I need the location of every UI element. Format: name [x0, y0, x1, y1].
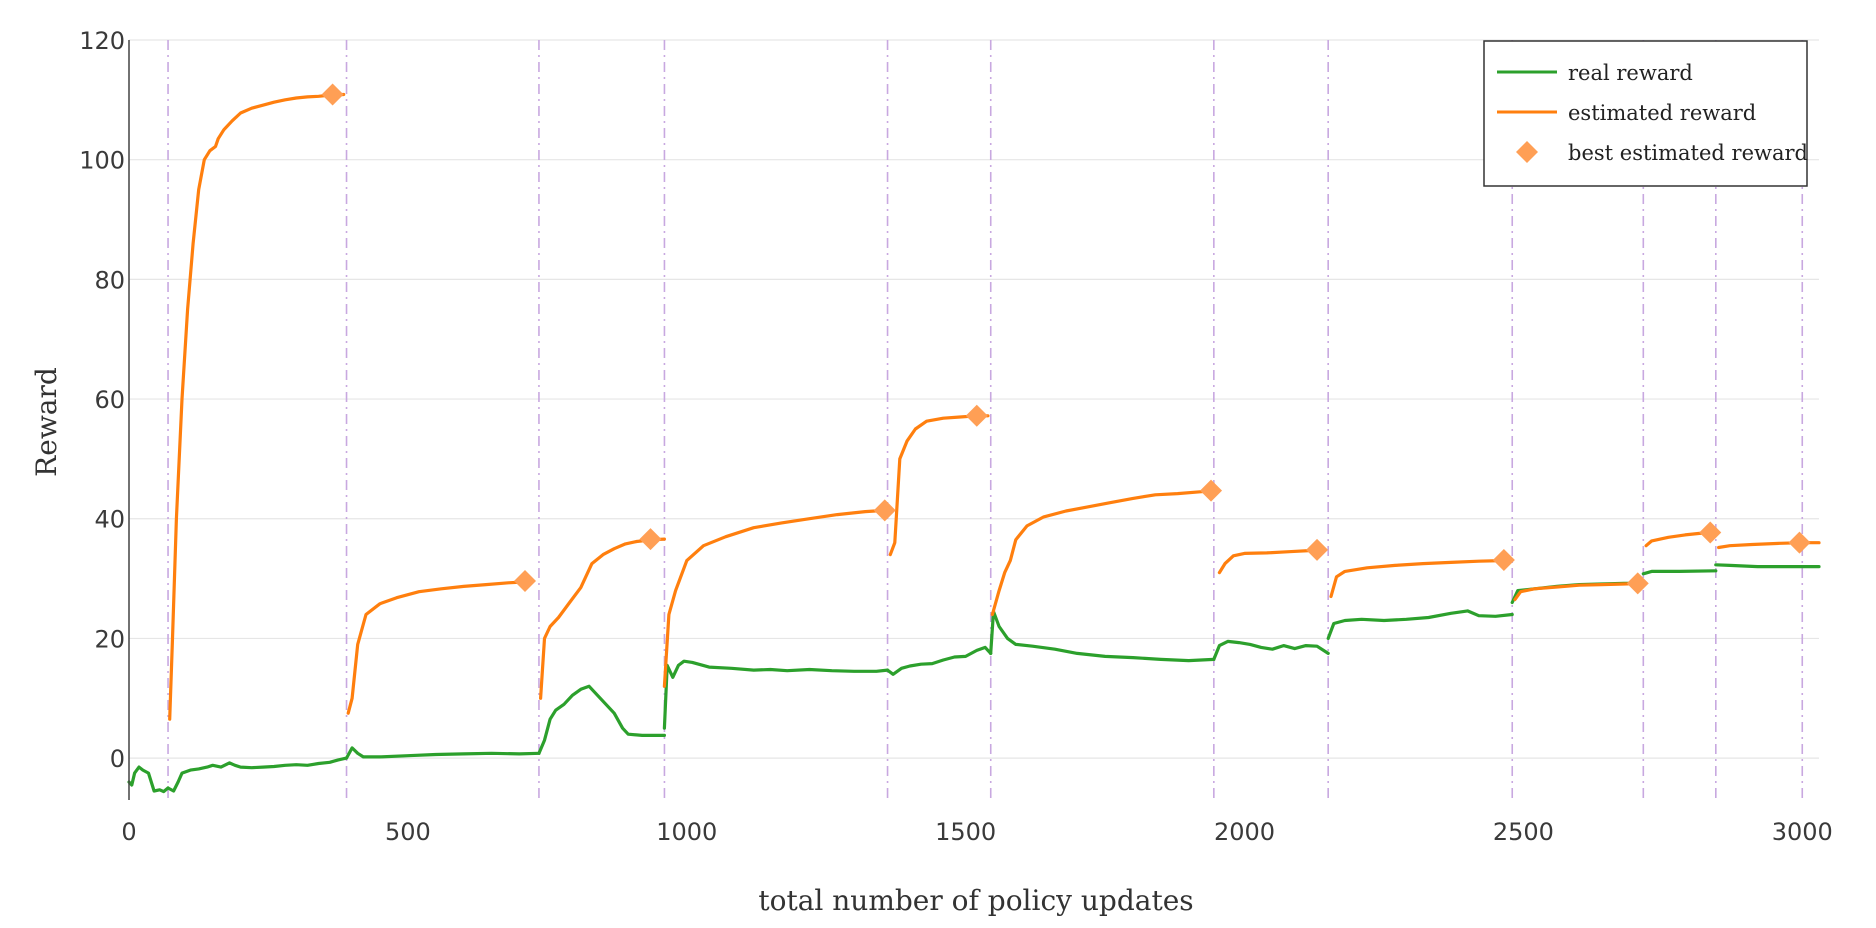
best-estimated-marker	[639, 528, 662, 551]
x-tick-label: 3000	[1772, 818, 1833, 846]
best-estimated-marker	[1626, 572, 1649, 595]
estimated-reward-line	[1513, 581, 1643, 602]
best-estimated-marker	[1492, 549, 1515, 572]
legend: real reward estimated reward best estima…	[1483, 40, 1808, 187]
y-tick-label: 20	[94, 625, 125, 653]
real-reward-line	[885, 645, 993, 676]
legend-estimated-label: estimated reward	[1568, 101, 1756, 125]
x-axis-title: total number of policy updates	[758, 884, 1193, 917]
real-reward-line	[662, 659, 890, 730]
estimated-reward-line	[888, 414, 990, 557]
best-estimated-marker	[965, 404, 988, 427]
best-estimated-marker	[873, 499, 896, 522]
y-axis-title: Reward	[30, 367, 63, 477]
x-tick-label: 1500	[935, 818, 996, 846]
x-tick-label: 2500	[1493, 818, 1554, 846]
real-reward-line	[1714, 563, 1821, 569]
y-tick-label: 60	[94, 386, 125, 414]
legend-best-label: best estimated reward	[1568, 141, 1808, 165]
gridlines	[129, 39, 1819, 759]
real-reward-line	[1326, 609, 1514, 640]
x-tick-label: 0	[121, 818, 136, 846]
real-reward-line	[344, 746, 541, 760]
y-tick-label: 100	[79, 147, 125, 175]
best-estimated-marker	[1699, 521, 1722, 544]
real-reward-line	[537, 684, 666, 755]
real-reward-line	[989, 609, 1216, 663]
y-tick-label: 120	[79, 27, 125, 55]
best-estimated-marker	[1788, 531, 1811, 554]
y-tick-label: 40	[94, 506, 125, 534]
x-tick-label: 2000	[1214, 818, 1275, 846]
x-tick-label: 500	[385, 818, 431, 846]
legend-best-swatch	[1516, 141, 1538, 163]
estimated-reward-line	[1329, 558, 1514, 599]
legend-real-label: real reward	[1568, 61, 1693, 85]
y-tick-label: 0	[110, 745, 125, 773]
series	[127, 83, 1821, 794]
real-reward-line	[1212, 639, 1330, 661]
real-reward-line	[1641, 569, 1718, 576]
best-estimated-marker	[1200, 479, 1223, 502]
real-reward-line	[166, 756, 349, 793]
estimated-reward-line	[990, 489, 1216, 617]
estimated-reward-line	[168, 92, 346, 721]
y-tick-label: 80	[94, 266, 125, 294]
x-tick-label: 1000	[656, 818, 717, 846]
best-estimated-marker	[321, 83, 344, 106]
estimated-reward-line	[539, 537, 666, 700]
estimated-reward-line	[346, 580, 533, 715]
real-reward-line	[127, 765, 170, 794]
tick-labels: 0 20 40 60 80 100 120 0 500 1000 1500 2000 2500 3000	[79, 27, 1833, 846]
best-estimated-marker	[1306, 538, 1329, 561]
best-estimated-marker	[514, 569, 537, 592]
estimated-reward-line	[662, 508, 887, 688]
